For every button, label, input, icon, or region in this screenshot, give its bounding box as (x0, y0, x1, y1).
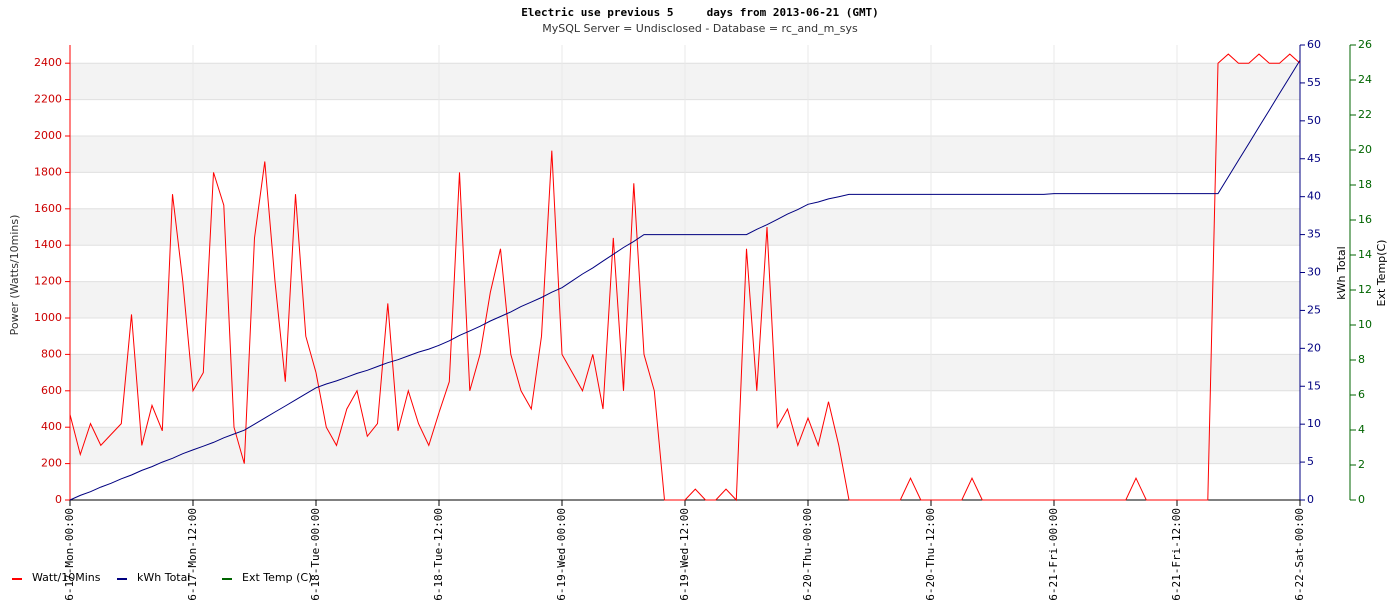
y-tick-label: 2200 (34, 93, 62, 106)
y3-tick-label: 26 (1358, 38, 1372, 51)
y2-tick-label: 35 (1307, 228, 1321, 241)
x-tick-label: 06-18-Tue-00:00 (309, 508, 322, 600)
y2-tick-label: 5 (1307, 455, 1314, 468)
y-tick-label: 1400 (34, 238, 62, 251)
y2-tick-label: 20 (1307, 341, 1321, 354)
x-tick-label: 06-18-Tue-12:00 (432, 508, 445, 600)
y-tick-label: 400 (41, 420, 62, 433)
x-tick-label: 06-19-Wed-00:00 (555, 508, 568, 600)
y2-tick-label: 40 (1307, 190, 1321, 203)
y-tick-label: 0 (55, 493, 62, 506)
y3-tick-label: 22 (1358, 108, 1372, 121)
y-tick-label: 1800 (34, 165, 62, 178)
chart-title: Electric use previous 5 days from 2013-0… (521, 6, 879, 19)
x-tick-label: 06-21-Fri-12:00 (1170, 508, 1183, 600)
x-tick-label: 06-21-Fri-00:00 (1047, 508, 1060, 600)
legend-label: Watt/10Mins (32, 571, 101, 584)
x-tick-label: 06-17-Mon-00:00 (63, 508, 76, 600)
y2-tick-label: 10 (1307, 417, 1321, 430)
y3-axis-label: Ext Temp(C) (1375, 240, 1388, 307)
y3-tick-label: 18 (1358, 178, 1372, 191)
plot-background (69, 45, 1301, 501)
legend-label: Ext Temp (C) (242, 571, 312, 584)
y2-tick-label: 25 (1307, 303, 1321, 316)
y3-tick-label: 2 (1358, 458, 1365, 471)
y2-tick-label: 0 (1307, 493, 1314, 506)
y-tick-label: 1000 (34, 311, 62, 324)
x-tick-label: 06-19-Wed-12:00 (678, 508, 691, 600)
y-tick-label: 1200 (34, 275, 62, 288)
y-tick-label: 2400 (34, 56, 62, 69)
y3-tick-label: 6 (1358, 388, 1365, 401)
legend-label: kWh Total (137, 571, 190, 584)
y-tick-label: 2000 (34, 129, 62, 142)
y2-tick-label: 60 (1307, 38, 1321, 51)
x-tick-label: 06-17-Mon-12:00 (186, 508, 199, 600)
y3-tick-label: 12 (1358, 283, 1372, 296)
y-axis-label: Power (Watts/10mins) (8, 215, 21, 336)
y2-tick-label: 50 (1307, 114, 1321, 127)
series-line (69, 59, 1301, 501)
chart-subtitle: MySQL Server = Undisclosed - Database = … (542, 22, 858, 35)
y2-tick-label: 55 (1307, 76, 1321, 89)
y3-tick-label: 4 (1358, 423, 1365, 436)
y2-axis-label: kWh Total (1335, 246, 1348, 299)
y3-tick-label: 0 (1358, 493, 1365, 506)
y2-tick-label: 30 (1307, 266, 1321, 279)
y2-tick-label: 15 (1307, 379, 1321, 392)
y3-tick-label: 10 (1358, 318, 1372, 331)
series-line (69, 53, 1301, 502)
x-tick-label: 06-20-Thu-12:00 (924, 508, 937, 600)
y-tick-label: 800 (41, 347, 62, 360)
y3-tick-label: 14 (1358, 248, 1372, 261)
y2-tick-label: 45 (1307, 152, 1321, 165)
y-tick-label: 200 (41, 457, 62, 470)
x-tick-label: 06-20-Thu-00:00 (801, 508, 814, 600)
y3-tick-label: 20 (1358, 143, 1372, 156)
y3-tick-label: 8 (1358, 353, 1365, 366)
y-tick-label: 600 (41, 384, 62, 397)
y3-tick-label: 24 (1358, 73, 1372, 86)
y-tick-label: 1600 (34, 202, 62, 215)
y3-tick-label: 16 (1358, 213, 1372, 226)
x-tick-label: 06-22-Sat-00:00 (1293, 508, 1306, 600)
